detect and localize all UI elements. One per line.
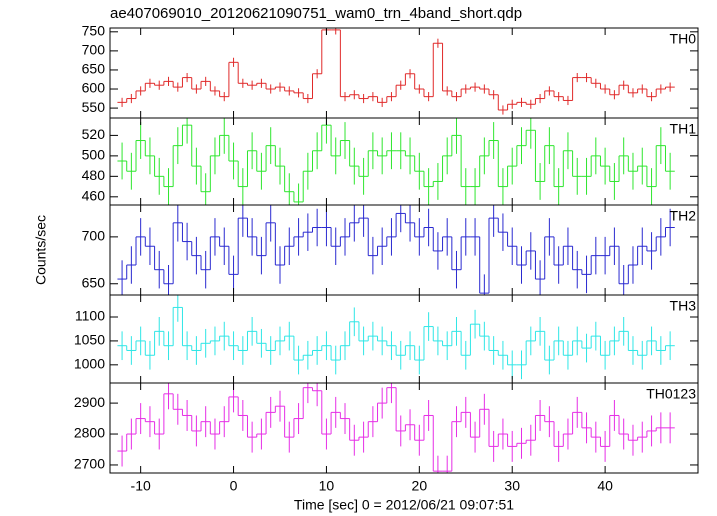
x-tick-label: 20 [412,478,428,494]
panel-frame [109,382,699,474]
y-tick-label: 650 [82,61,106,77]
panel-label: TH0123 [646,386,696,402]
panel-frame [109,27,699,119]
y-tick-label: 520 [82,126,106,142]
y-tick-label: 480 [82,167,106,183]
y-tick-label: 650 [82,274,106,290]
x-tick-label: -10 [131,478,151,494]
y-tick-label: 700 [82,228,106,244]
panel-label: TH0 [670,31,697,47]
panel-label: TH2 [670,208,697,224]
y-tick-label: 2700 [74,456,105,472]
y-tick-label: 460 [82,188,106,204]
x-tick-label: 10 [319,478,335,494]
step-connector [126,29,666,110]
y-tick-label: 1100 [75,308,105,324]
panel-label: TH1 [670,121,697,137]
panel-label: TH3 [670,298,697,314]
x-tick-label: 30 [504,478,520,494]
y-tick-label: 500 [82,147,106,163]
x-axis-label: Time [sec] 0 = 2012/06/21 09:07:51 [294,497,514,513]
y-tick-label: 1000 [74,356,105,372]
y-tick-label: 2800 [74,425,105,441]
x-tick-label: 40 [597,478,613,494]
panel-frame [109,117,699,206]
y-tick-label: 550 [82,99,106,115]
step-connector [126,125,666,202]
step-connector [126,213,666,294]
y-tick-label: 700 [82,42,106,58]
y-tick-label: 600 [82,80,106,96]
y-tick-label: 1050 [74,332,105,348]
panel-frame [109,294,699,384]
y-axis-label: Counts/sec [33,215,49,285]
step-connector [126,307,666,365]
x-tick-label: 0 [230,478,238,494]
y-tick-label: 2900 [74,394,105,410]
chart-title: ae407069010_20120621090751_wam0_trn_4ban… [110,5,522,22]
step-connector [126,387,657,472]
y-tick-label: 750 [82,23,106,39]
